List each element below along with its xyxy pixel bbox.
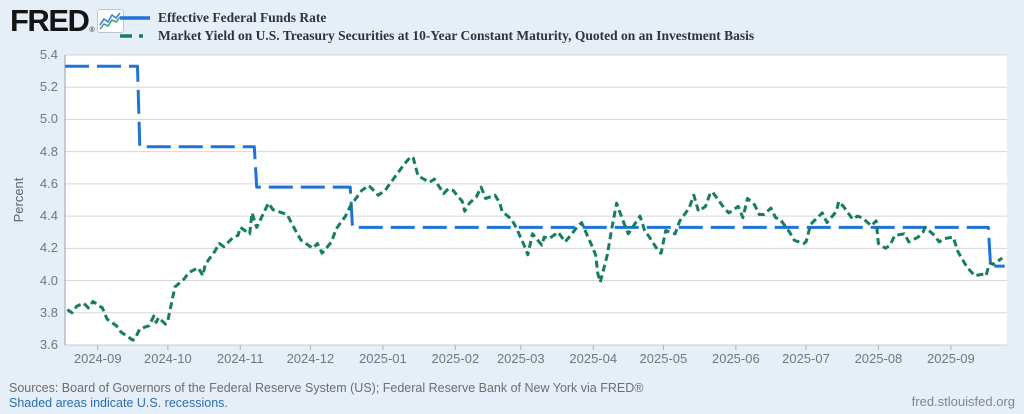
x-axis-label: 2024-09 (73, 351, 122, 366)
series-line-0 (65, 64, 1005, 268)
legend-item-10-year-treasury-yield[interactable]: Market Yield on U.S. Treasury Securities… (119, 27, 754, 44)
y-axis-label: 4.6 (39, 175, 58, 191)
x-axis-label: 2025-08 (854, 351, 903, 366)
y-axis-label: 3.8 (39, 304, 58, 320)
x-axis-label: 2025-09 (927, 351, 975, 366)
x-axis-label: 2024-12 (286, 351, 335, 366)
x-axis-label: 2025-04 (569, 351, 618, 366)
site-link[interactable]: fred.stlouisfed.org (911, 394, 1015, 409)
x-axis-label: 2024-11 (216, 351, 264, 366)
footer: Sources: Board of Governors of the Feder… (0, 377, 1024, 414)
y-axis-label: 3.6 (39, 337, 58, 352)
x-axis-label: 2025-05 (639, 351, 688, 366)
x-axis-label: 2024-10 (143, 351, 192, 366)
y-axis-label: 5.2 (39, 79, 58, 95)
y-axis-label: 5.0 (39, 111, 58, 127)
x-axis-label: 2025-03 (496, 351, 545, 366)
line-chart-icon (96, 9, 124, 33)
legend-marker-dashed-line-icon (120, 33, 150, 38)
header: FRED ® Effective Federal Funds Rate Mark… (0, 0, 1024, 52)
x-axis-label: 2025-01 (359, 351, 407, 366)
x-axis-label: 2025-02 (431, 351, 480, 366)
recessions-link[interactable]: Shaded areas indicate U.S. recessions. (9, 396, 228, 410)
fred-logo-text: FRED (10, 3, 90, 38)
x-axis-label: 2025-06 (711, 351, 760, 366)
legend: Effective Federal Funds Rate Market Yiel… (119, 9, 754, 44)
registered-mark-icon: ® (89, 27, 95, 34)
legend-marker-solid-line-icon (120, 15, 150, 20)
x-axis-label: 2025-07 (782, 351, 830, 366)
y-axis-label: 4.2 (39, 240, 58, 256)
y-axis-label: 5.4 (39, 47, 58, 62)
legend-label: Market Yield on U.S. Treasury Securities… (158, 27, 755, 43)
y-axis-label: 4.8 (39, 143, 58, 159)
fred-logo[interactable]: FRED ® (10, 3, 124, 38)
y-axis-label: 4.4 (39, 208, 58, 224)
y-axis-label: 4.0 (39, 272, 58, 288)
plot-background (65, 55, 1007, 345)
sources-text: Sources: Board of Governors of the Feder… (9, 381, 644, 395)
series-line-1 (66, 155, 1004, 342)
legend-item-effective-federal-funds-rate[interactable]: Effective Federal Funds Rate (119, 9, 754, 26)
legend-label: Effective Federal Funds Rate (158, 9, 327, 25)
